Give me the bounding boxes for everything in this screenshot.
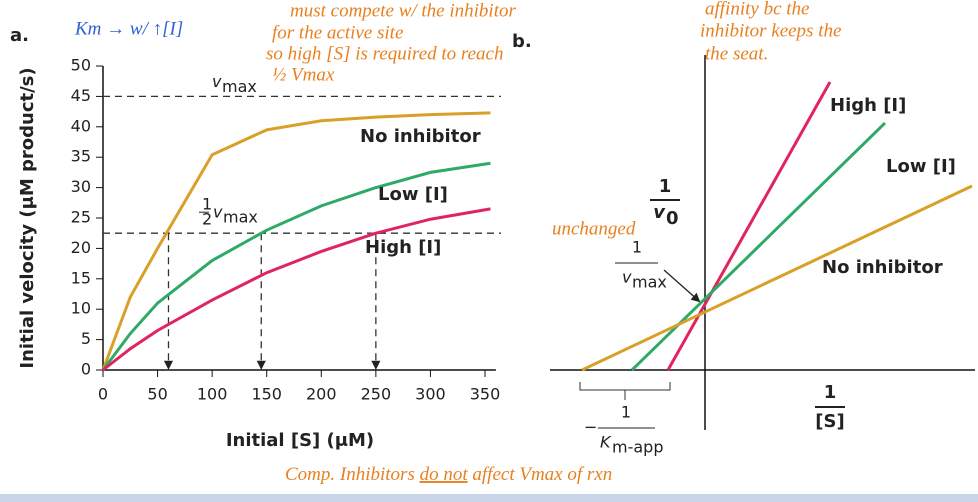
- line-label: Low [I]: [886, 156, 956, 177]
- panel-label: b.: [512, 31, 532, 52]
- vmax-v: v: [212, 72, 222, 91]
- note: must compete w/ the inhibitor: [290, 0, 516, 21]
- note-part: Comp. Inhibitors: [285, 464, 420, 485]
- x-tick-label: 0: [98, 385, 108, 404]
- y-tick-label: 20: [71, 238, 91, 257]
- note: ½ Vmax: [272, 64, 335, 85]
- x-tick-label: 250: [361, 385, 392, 404]
- legend-label: High [I]: [365, 237, 441, 258]
- x-tick-label: 50: [147, 385, 167, 404]
- note: affinity bc the: [705, 0, 809, 19]
- legend-label: Low [I]: [378, 184, 448, 205]
- y-axis-label: Initial velocity (μM product/s): [17, 67, 38, 368]
- y-tick-label: 5: [81, 329, 91, 348]
- curve: [101, 111, 491, 371]
- note: Comp. Inhibitors do not affect Vmax of r…: [285, 464, 612, 485]
- half-num: 1: [202, 195, 212, 214]
- x-tick-label: 200: [306, 385, 337, 404]
- line-label: High [I]: [830, 95, 906, 116]
- note: the seat.: [705, 43, 768, 64]
- plot-a: 0 5 10 15 20 25 30 35 40 45 50 0 50 100 150 200 250 300 35…: [71, 56, 501, 404]
- y-tick-label: 35: [71, 147, 91, 166]
- x-tick-label: 350: [470, 385, 501, 404]
- line-high: [666, 81, 832, 371]
- note: for the active site: [272, 22, 403, 43]
- note: inhibitor keeps the: [700, 20, 841, 41]
- legend-label: No inhibitor: [360, 126, 481, 147]
- y-tick-label: 40: [71, 116, 91, 135]
- y-tick-label: 10: [71, 299, 91, 318]
- note-part: do not: [420, 464, 469, 485]
- y-tick-label: 25: [71, 208, 91, 227]
- x-tick-label: 100: [197, 385, 228, 404]
- x-tick-label: 150: [251, 385, 282, 404]
- half-den: 2: [202, 210, 212, 229]
- half-sub: max: [223, 208, 258, 227]
- xint-num: 1: [621, 403, 631, 422]
- note-part: affect Vmax of rxn: [468, 464, 613, 485]
- x-label-num: 1: [824, 382, 837, 403]
- x-label-den: [S]: [815, 411, 844, 432]
- intercept-sub: max: [632, 273, 667, 292]
- y-label-v: v: [653, 202, 666, 223]
- line-label: No inhibitor: [822, 257, 943, 278]
- panel-label: a.: [10, 25, 29, 46]
- y-tick-label: 30: [71, 177, 91, 196]
- xint-sub: m-app: [612, 438, 663, 457]
- y-tick-label: 45: [71, 86, 91, 105]
- xint-sign: −: [584, 418, 597, 437]
- intercept-num: 1: [632, 238, 642, 257]
- note: Km → w/ ↑[I]: [74, 18, 183, 39]
- note: unchanged: [552, 218, 636, 239]
- curve: [102, 207, 491, 372]
- y-tick-label: 15: [71, 268, 91, 287]
- y-tick-label: 50: [71, 56, 91, 75]
- curve: [101, 161, 491, 371]
- y-label-num: 1: [659, 176, 672, 197]
- line-low: [630, 121, 887, 372]
- y-tick-label: 0: [81, 360, 91, 379]
- half-v: v: [213, 203, 223, 222]
- y-label-sub: 0: [666, 208, 679, 229]
- intercept-v: v: [622, 268, 632, 287]
- note: so high [S] is required to reach: [266, 43, 504, 64]
- x-tick-label: 300: [415, 385, 446, 404]
- bottom-bar: [0, 494, 978, 502]
- xint-k: K: [600, 433, 612, 452]
- plot-b: High [I] Low [I] No inhibitor 1 v 0 1 [S…: [550, 55, 975, 457]
- vmax-sub: max: [222, 77, 257, 96]
- line-none: [581, 184, 973, 372]
- x-axis-label: Initial [S] (μM): [226, 430, 374, 451]
